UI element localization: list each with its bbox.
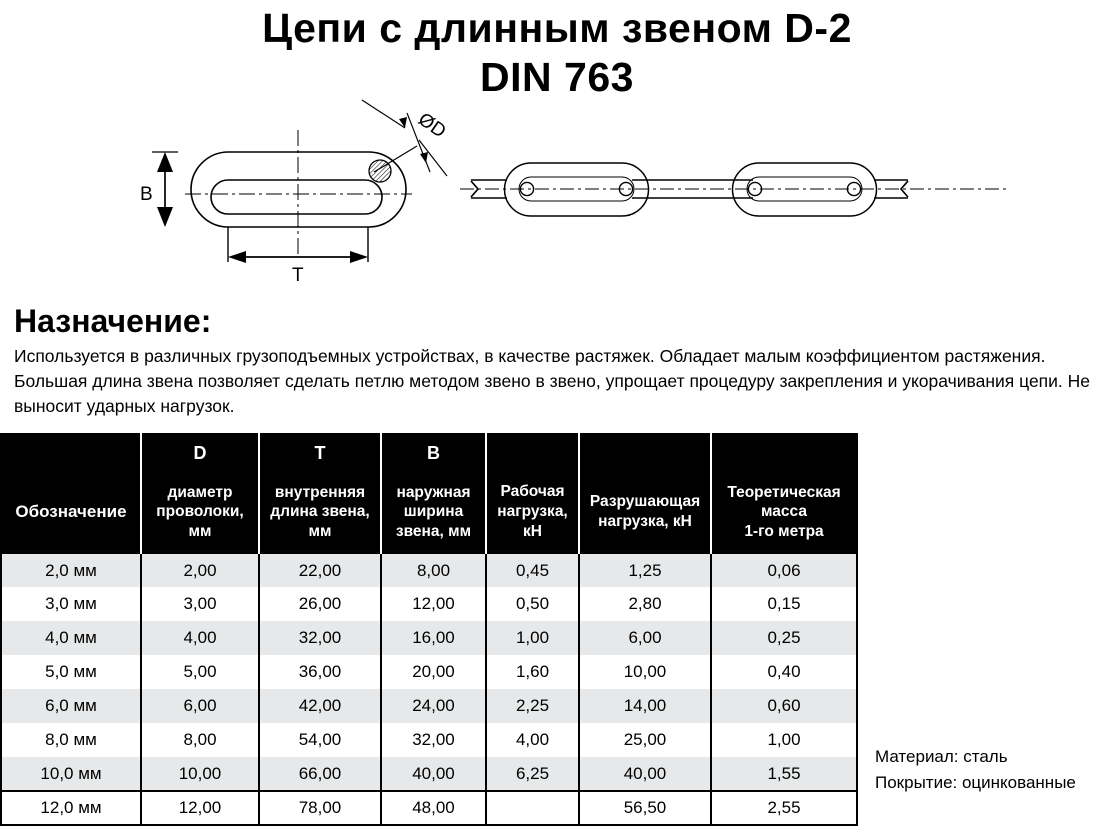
svg-text:B: B xyxy=(140,184,153,205)
svg-text:T: T xyxy=(292,265,304,286)
svg-text:ØD: ØD xyxy=(414,109,449,143)
